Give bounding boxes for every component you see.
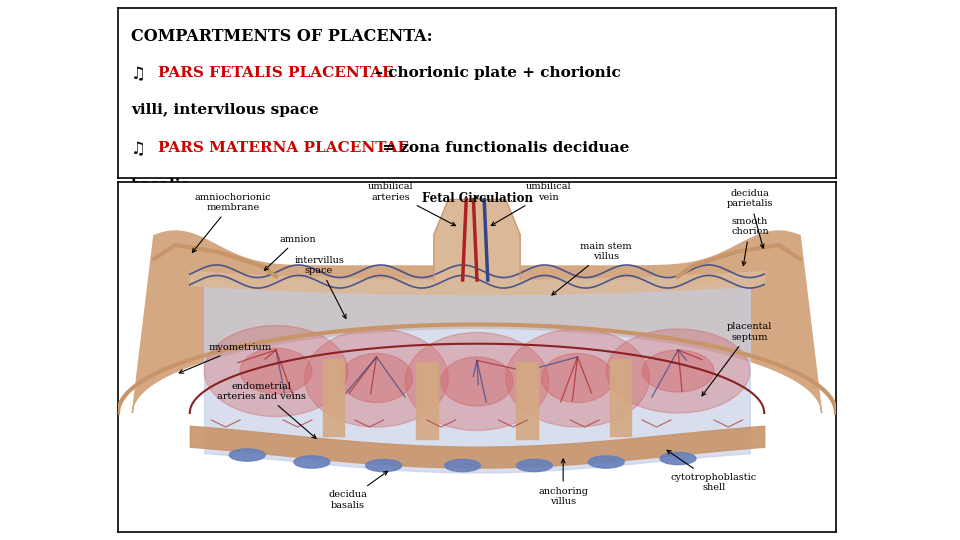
Text: placental
septum: placental septum [702, 322, 773, 396]
Text: umbilical
arteries: umbilical arteries [368, 182, 455, 226]
Text: – chorionic plate + chorionic: – chorionic plate + chorionic [370, 66, 621, 80]
Ellipse shape [366, 460, 401, 471]
Ellipse shape [441, 357, 513, 406]
Ellipse shape [642, 350, 714, 392]
Ellipse shape [660, 453, 696, 464]
Ellipse shape [405, 333, 549, 430]
Polygon shape [434, 199, 520, 280]
Text: endometrial
arteries and veins: endometrial arteries and veins [217, 382, 316, 438]
Text: decidua
parietalis: decidua parietalis [727, 189, 773, 248]
Text: ♫: ♫ [131, 66, 152, 84]
Text: main stem
villus: main stem villus [552, 241, 632, 295]
Polygon shape [678, 245, 800, 287]
Polygon shape [154, 245, 276, 287]
Text: basalis: basalis [131, 178, 190, 192]
Ellipse shape [341, 354, 413, 402]
Text: anchoring
villus: anchoring villus [539, 459, 588, 506]
Text: COMPARTMENTS OF PLACENTA:: COMPARTMENTS OF PLACENTA: [131, 29, 433, 45]
Text: ♫: ♫ [131, 140, 152, 159]
Polygon shape [132, 231, 822, 413]
Ellipse shape [229, 449, 265, 461]
Ellipse shape [444, 460, 481, 471]
Ellipse shape [294, 456, 330, 468]
Text: smooth
chorion: smooth chorion [731, 217, 769, 266]
Text: intervillus
space: intervillus space [294, 255, 346, 319]
Text: umbilical
vein: umbilical vein [492, 182, 571, 226]
Ellipse shape [541, 354, 613, 402]
Text: PARS MATERNA PLACENTAE: PARS MATERNA PLACENTAE [158, 140, 409, 154]
Ellipse shape [240, 348, 312, 394]
Ellipse shape [588, 456, 624, 468]
Text: amniochorionic
membrane: amniochorionic membrane [192, 193, 271, 252]
Text: villi, intervilous space: villi, intervilous space [131, 103, 319, 117]
Text: cytotrophoblastic
shell: cytotrophoblastic shell [667, 450, 757, 492]
Ellipse shape [516, 460, 552, 471]
Ellipse shape [506, 329, 649, 427]
Ellipse shape [607, 329, 750, 413]
Text: myometrium: myometrium [180, 343, 272, 373]
Text: Fetal Circulation: Fetal Circulation [421, 192, 533, 206]
Ellipse shape [304, 329, 448, 427]
Text: decidua
basalis: decidua basalis [328, 471, 388, 510]
Text: = zona functionalis deciduae: = zona functionalis deciduae [377, 140, 630, 154]
Text: amnion: amnion [265, 234, 316, 270]
Text: PARS FETALIS PLACENTAE: PARS FETALIS PLACENTAE [158, 66, 394, 80]
Ellipse shape [204, 326, 348, 416]
